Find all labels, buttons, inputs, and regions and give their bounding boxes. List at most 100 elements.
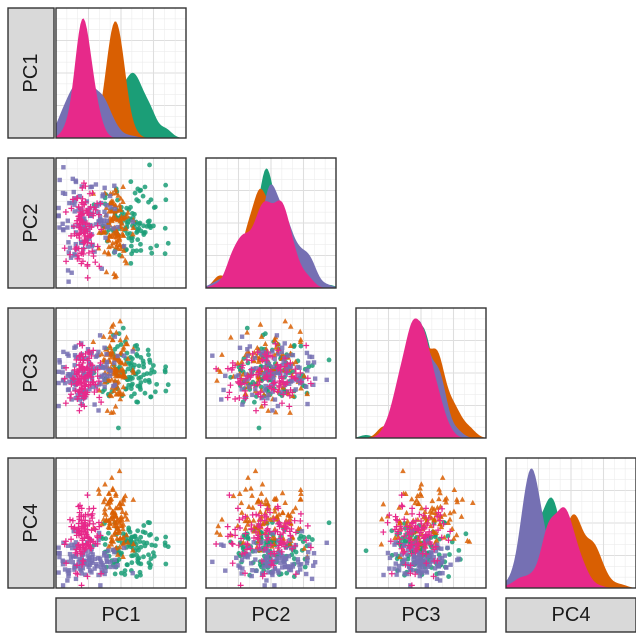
point-PC3-PC2-g3-68 xyxy=(253,387,258,392)
point-PC2-PC1-g1-92 xyxy=(128,243,134,249)
point-PC3-PC2-g4-23 xyxy=(264,376,271,383)
point-PC3-PC2-g4-55 xyxy=(269,353,276,360)
point-PC4-PC3-g4-18 xyxy=(401,533,408,540)
point-PC4-PC1-g1-52 xyxy=(151,553,157,559)
point-PC3-PC2-g2-104 xyxy=(297,336,304,342)
point-PC4-PC2-g2-87 xyxy=(217,531,224,537)
point-PC3-PC1-g3-63 xyxy=(72,373,78,378)
point-PC4-PC2-g3-36 xyxy=(311,551,317,556)
point-PC4-PC3-g4-9 xyxy=(445,537,452,544)
point-PC4-PC3-g4-91 xyxy=(430,521,437,528)
point-PC4-PC3-g4-104 xyxy=(392,513,399,520)
point-PC3-PC2-g4-29 xyxy=(250,382,257,389)
row-strip-PC3: PC3 xyxy=(7,307,55,439)
point-PC3-PC2-g4-58 xyxy=(235,380,242,387)
point-PC4-PC3-g3-95 xyxy=(419,568,424,573)
point-PC4-PC2-g4-98 xyxy=(277,531,284,538)
point-PC3-PC2-g3-6 xyxy=(287,381,292,386)
point-PC2-PC1-g1-105 xyxy=(163,197,169,203)
point-PC4-PC3-g2-43 xyxy=(418,481,425,487)
point-PC4-PC2-g4-79 xyxy=(243,546,250,553)
point-PC3-PC2-g3-85 xyxy=(287,364,293,370)
point-PC4-PC2-g3-108 xyxy=(305,558,310,563)
point-PC2-PC1-g2-61 xyxy=(109,242,115,249)
point-PC3-PC2-g3-96 xyxy=(279,389,284,395)
point-PC4-PC1-g1-108 xyxy=(142,543,148,549)
point-PC4-PC3-g3-10 xyxy=(420,564,425,570)
point-PC4-PC2-g2-104 xyxy=(297,486,304,493)
point-PC2-PC1-g1-74 xyxy=(128,260,134,266)
point-PC4-PC2-g3-26 xyxy=(221,543,226,548)
point-PC3-PC1-g1-44 xyxy=(146,352,151,358)
point-PC2-PC1-g3-103 xyxy=(70,200,75,205)
point-PC4-PC2-g1-22 xyxy=(306,534,312,540)
point-PC4-PC2-g3-85 xyxy=(287,537,293,543)
point-PC3-PC2-g4-3 xyxy=(226,389,233,396)
point-PC4-PC3-g4-92 xyxy=(416,511,423,518)
point-PC3-PC2-g4-73 xyxy=(247,374,254,381)
point-PC2-PC1-g2-33 xyxy=(112,186,119,192)
density-PC3-group-4 xyxy=(356,318,486,438)
point-PC4-PC2-g3-35 xyxy=(275,550,281,556)
point-PC4-PC3-g3-47 xyxy=(404,552,410,557)
point-PC4-PC2-g4-107 xyxy=(267,550,274,557)
point-PC3-PC1-g2-99 xyxy=(115,390,121,396)
point-PC3-PC1-g3-56 xyxy=(65,351,70,357)
point-PC4-PC1-g2-91 xyxy=(107,496,114,502)
point-PC4-PC2-g1-95 xyxy=(236,550,242,556)
point-PC2-PC1-g1-88 xyxy=(125,231,130,237)
point-PC4-PC2-g3-43 xyxy=(249,573,254,579)
point-PC3-PC1-g1-8 xyxy=(141,364,147,370)
point-PC4-PC3-g2-26 xyxy=(436,486,442,492)
point-PC4-PC3-g4-27 xyxy=(440,520,447,527)
point-PC3-PC1-g1-105 xyxy=(163,388,169,394)
point-PC4-PC1-g2-52 xyxy=(98,521,105,527)
point-PC4-PC2-g4-86 xyxy=(278,548,285,555)
point-PC3-PC1-g3-22 xyxy=(86,359,92,365)
point-PC4-PC3-g4-47 xyxy=(386,512,393,519)
point-PC3-PC2-g3-92 xyxy=(324,377,329,383)
point-PC4-PC1-g2-84 xyxy=(108,541,115,547)
point-PC4-PC2-g2-81 xyxy=(263,496,269,502)
point-PC3-PC1-g3-7 xyxy=(97,333,103,338)
point-PC3-PC2-g3-15 xyxy=(312,376,318,381)
point-PC4-PC2-g2-103 xyxy=(272,505,278,511)
point-PC3-PC1-g1-40 xyxy=(150,363,156,368)
point-PC4-PC3-g1-68 xyxy=(363,548,369,554)
point-PC4-PC1-g1-19 xyxy=(129,560,135,566)
point-PC4-PC1-g4-66 xyxy=(79,561,86,568)
point-PC4-PC1-g2-79 xyxy=(120,534,127,540)
point-PC3-PC2-g4-61 xyxy=(248,366,255,373)
point-PC3-PC1-g1-104 xyxy=(100,389,105,395)
point-PC2-PC1-g4-73 xyxy=(88,240,95,247)
point-PC4-PC1-g3-93 xyxy=(87,555,92,561)
panel-PC4-vs-PC3 xyxy=(355,457,487,589)
point-PC4-PC1-g2-82 xyxy=(124,516,131,522)
point-PC4-PC2-g4-27 xyxy=(275,520,282,527)
point-PC4-PC3-g3-85 xyxy=(424,537,430,543)
point-PC4-PC2-g2-78 xyxy=(298,490,304,496)
point-PC4-PC3-g3-94 xyxy=(416,570,421,575)
point-PC4-PC2-g1-47 xyxy=(298,533,304,539)
point-PC4-PC3-g4-86 xyxy=(412,548,419,555)
panel-PC3-vs-PC1 xyxy=(55,307,187,439)
point-PC2-PC1-g1-7 xyxy=(147,162,152,168)
point-PC4-PC3-g2-0 xyxy=(451,508,457,514)
point-PC4-PC1-g4-106 xyxy=(88,512,95,519)
point-PC3-PC2-g3-29 xyxy=(295,378,301,383)
point-PC4-PC3-g3-2 xyxy=(437,571,442,576)
point-PC3-PC1-g3-47 xyxy=(90,384,95,390)
point-PC3-PC1-g4-38 xyxy=(98,399,105,406)
point-PC4-PC3-g2-70 xyxy=(408,496,415,502)
point-PC3-PC1-g4-11 xyxy=(97,359,104,366)
point-PC2-PC1-g2-42 xyxy=(120,183,126,189)
point-PC4-PC1-g3-62 xyxy=(67,567,72,573)
point-PC4-PC1-g3-15 xyxy=(70,560,76,565)
point-PC3-PC1-g2-48 xyxy=(113,329,120,335)
point-PC3-PC1-g1-99 xyxy=(128,386,134,392)
point-PC3-PC2-g3-101 xyxy=(234,374,239,379)
point-PC3-PC1-g4-104 xyxy=(80,395,87,402)
point-PC4-PC2-g2-43 xyxy=(259,481,266,487)
point-PC2-PC1-g4-60 xyxy=(62,209,69,216)
point-PC4-PC2-g3-47 xyxy=(247,552,252,557)
